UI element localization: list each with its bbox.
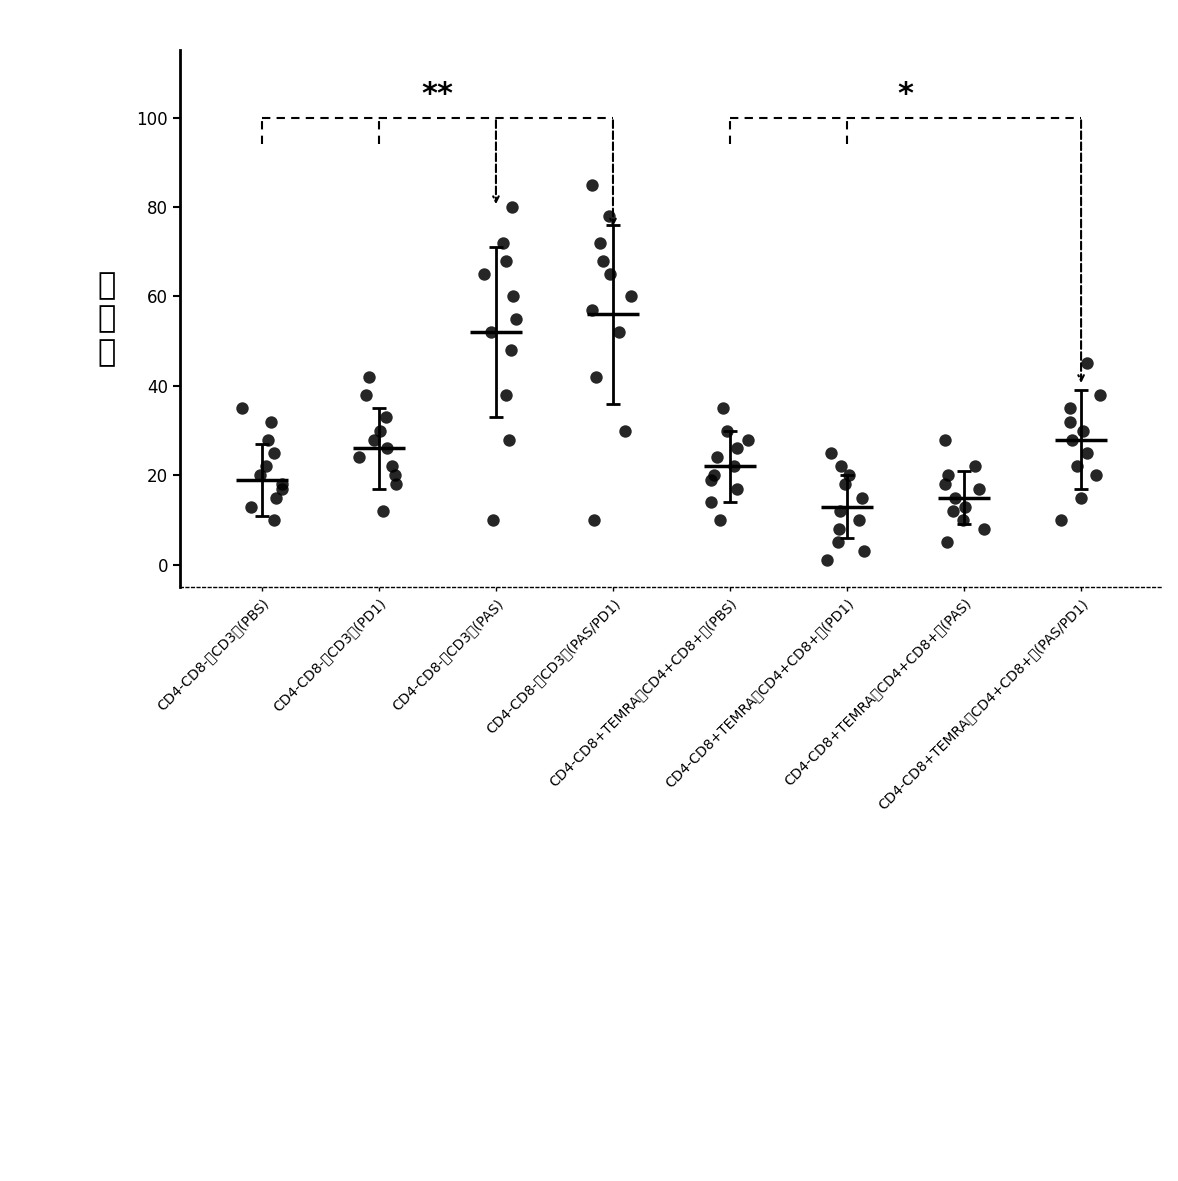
Point [386, 465, 405, 484]
Point [601, 265, 620, 283]
Point [600, 207, 618, 226]
Point [584, 510, 603, 529]
Point [821, 444, 840, 463]
Point [583, 175, 602, 194]
Point [378, 439, 397, 458]
Point [475, 265, 494, 283]
Point [383, 457, 402, 476]
Point [938, 533, 957, 552]
Point [728, 479, 747, 498]
Point [969, 479, 988, 498]
Point [264, 510, 283, 529]
Point [494, 234, 512, 253]
Point [728, 439, 747, 458]
Point [840, 465, 859, 484]
Point [373, 502, 392, 521]
Point [946, 488, 965, 507]
Point [364, 430, 383, 449]
Point [594, 252, 613, 270]
Point [1073, 422, 1092, 441]
Point [376, 407, 395, 426]
Point [724, 457, 743, 476]
Point [360, 367, 379, 386]
Text: *: * [898, 79, 914, 109]
Y-axis label: 百
分
比: 百 分 比 [98, 270, 115, 367]
Point [264, 444, 283, 463]
Point [241, 497, 260, 516]
Point [583, 300, 602, 319]
Point [829, 520, 848, 539]
Point [1060, 412, 1079, 431]
Point [828, 533, 847, 552]
Point [590, 234, 609, 253]
Point [830, 502, 849, 521]
Point [935, 430, 954, 449]
Point [849, 510, 868, 529]
Point [1078, 354, 1097, 373]
Point [854, 542, 873, 561]
Point [701, 492, 720, 511]
Point [717, 422, 736, 441]
Point [1060, 399, 1079, 418]
Point [954, 510, 973, 529]
Point [938, 465, 957, 484]
Point [482, 322, 501, 341]
Point [1052, 510, 1071, 529]
Point [386, 475, 405, 494]
Point [832, 457, 851, 476]
Point [935, 475, 954, 494]
Point [251, 465, 270, 484]
Point [710, 510, 729, 529]
Point [497, 252, 516, 270]
Point [233, 399, 252, 418]
Point [370, 422, 389, 441]
Point [835, 475, 854, 494]
Point [622, 287, 641, 306]
Point [496, 385, 515, 404]
Point [1091, 385, 1110, 404]
Point [818, 550, 836, 569]
Point [701, 470, 720, 489]
Text: **: ** [422, 79, 454, 109]
Point [258, 430, 277, 449]
Point [966, 457, 985, 476]
Point [502, 340, 521, 359]
Point [1071, 488, 1090, 507]
Point [272, 475, 291, 494]
Point [704, 465, 723, 484]
Point [708, 448, 727, 466]
Point [1063, 430, 1081, 449]
Point [499, 430, 518, 449]
Point [587, 367, 605, 386]
Point [1086, 465, 1105, 484]
Point [483, 510, 502, 529]
Point [357, 385, 376, 404]
Point [944, 502, 962, 521]
Point [609, 322, 628, 341]
Point [615, 422, 634, 441]
Point [974, 520, 993, 539]
Point [955, 497, 974, 516]
Point [350, 448, 369, 466]
Point [714, 399, 733, 418]
Point [739, 430, 757, 449]
Point [503, 287, 522, 306]
Point [507, 309, 525, 328]
Point [257, 457, 276, 476]
Point [503, 197, 522, 216]
Point [1068, 457, 1087, 476]
Point [262, 412, 280, 431]
Point [272, 479, 291, 498]
Point [853, 488, 872, 507]
Point [266, 488, 285, 507]
Point [1077, 444, 1096, 463]
